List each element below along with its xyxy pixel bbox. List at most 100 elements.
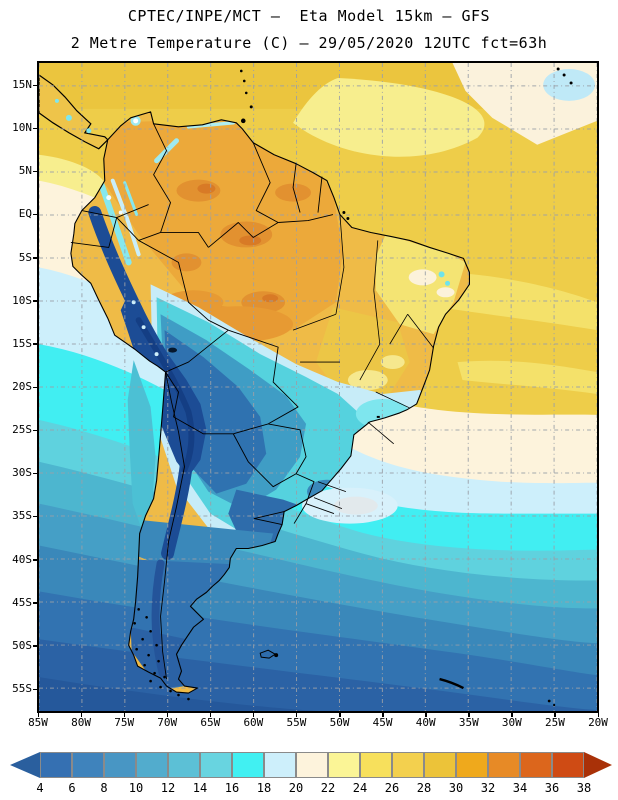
coastlines-and-borders — [70, 111, 471, 694]
colorbar-segment — [40, 752, 72, 778]
lon-tick — [511, 712, 513, 717]
lat-label: 10N — [12, 121, 32, 135]
lat-tick — [33, 257, 38, 259]
lon-tick — [425, 712, 427, 717]
colorbar-right-arrow — [584, 752, 612, 778]
colorbar-tick-label: 18 — [256, 781, 272, 795]
lon-tick — [597, 712, 599, 717]
lat-tick — [33, 84, 38, 86]
lat-label: 50S — [12, 638, 32, 652]
lon-label: 85W — [28, 716, 48, 729]
colorbar-segment — [264, 752, 296, 778]
lon-label: 35W — [458, 716, 479, 729]
lon-label: 50W — [329, 716, 350, 729]
map-title: CPTEC/INPE/MCT – Eta Model 15km – GFS — [127, 7, 491, 25]
lat-label: 45S — [12, 595, 32, 609]
colorbar-tick-label: 12 — [160, 781, 176, 795]
colorbar-tick-label: 26 — [384, 781, 400, 795]
lat-label: 55S — [12, 682, 32, 695]
lat-label: 30S — [12, 466, 32, 480]
map-frame — [37, 61, 599, 713]
lat-tick — [33, 688, 38, 690]
lon-label: 20W — [588, 716, 608, 729]
lon-tick — [123, 712, 126, 717]
colorbar-segment — [168, 752, 200, 778]
lon-tick — [209, 712, 212, 717]
lon-label: 30W — [501, 716, 522, 729]
lat-label: 35S — [12, 509, 32, 523]
lon-label: 55W — [286, 716, 307, 729]
colorbar-tick-label: 4 — [36, 781, 44, 795]
lat-tick — [33, 386, 38, 388]
lon-label: 40W — [415, 716, 436, 729]
colorbar-tick-label: 24 — [352, 781, 368, 795]
lat-label: 15S — [12, 336, 32, 350]
lat-tick — [33, 472, 38, 475]
lon-tick — [166, 712, 169, 717]
lake-titicaca — [168, 347, 178, 353]
map-subtitle: 2 Metre Temperature (C) – 29/05/2020 12U… — [70, 34, 548, 52]
colorbar-segment — [232, 752, 264, 778]
colorbar-tick-label: 14 — [192, 781, 208, 795]
lat-tick — [33, 645, 38, 647]
islands — [133, 67, 573, 707]
colorbar-segment — [392, 752, 424, 778]
lon-label: 45W — [372, 716, 393, 729]
colorbar-tick-label: 8 — [100, 781, 108, 795]
south-america-temperature-map — [39, 63, 597, 711]
colorbar-segment — [552, 752, 584, 778]
colorbar-segment — [424, 752, 456, 778]
colorbar-segment — [456, 752, 488, 778]
colorbar-tick-label: 38 — [576, 781, 592, 795]
lon-label: 80W — [71, 716, 91, 729]
colorbar-tick-label: 36 — [544, 781, 560, 795]
colorbar-segment — [72, 752, 104, 778]
lon-tick — [468, 712, 470, 717]
colorbar-left-arrow — [10, 752, 40, 778]
colorbar-tick-label: 30 — [448, 781, 464, 795]
colorbar-tick-label: 20 — [288, 781, 304, 795]
lat-lon-gridlines — [39, 63, 597, 711]
colorbar-segment — [104, 752, 136, 778]
colorbar-tick-label: 6 — [68, 781, 76, 795]
lon-tick — [382, 712, 384, 717]
colorbar-segment — [328, 752, 360, 778]
lat-label: 20S — [12, 380, 32, 393]
colorbar-segment — [488, 752, 520, 778]
lat-label: 5S — [18, 250, 32, 264]
colorbar-tick-label: 16 — [224, 781, 240, 795]
lon-label: 75W — [114, 716, 135, 729]
colorbar-tick-label: 32 — [480, 781, 496, 795]
lat-label: 40S — [12, 552, 32, 566]
lat-tick — [33, 213, 38, 216]
lat-label: EQ — [18, 207, 32, 221]
colorbar-segment — [520, 752, 552, 778]
lon-tick — [252, 712, 255, 717]
lon-tick — [295, 712, 298, 717]
colorbar-tick-label: 10 — [128, 781, 144, 795]
lon-label: 65W — [200, 716, 221, 729]
lat-tick — [33, 515, 38, 518]
lat-label: 15N — [12, 78, 32, 91]
lat-tick — [33, 300, 38, 302]
lon-label: 60W — [243, 716, 264, 729]
colorbar-segment — [200, 752, 232, 778]
colorbar-segment — [296, 752, 328, 778]
lon-label: 25W — [544, 716, 565, 729]
lat-label: 5N — [18, 164, 32, 178]
lat-tick — [33, 429, 38, 432]
colorbar-tick-label: 34 — [512, 781, 528, 795]
lat-tick — [33, 170, 38, 173]
lat-tick — [33, 559, 38, 561]
lat-tick — [33, 127, 38, 130]
central-america-land — [39, 74, 109, 150]
lat-tick — [33, 602, 38, 604]
colorbar-segment — [360, 752, 392, 778]
colorbar-tick-label: 22 — [320, 781, 336, 795]
lon-tick — [37, 712, 39, 717]
lat-tick — [33, 343, 38, 345]
colorbar-tick-label: 28 — [416, 781, 432, 795]
lon-label: 70W — [157, 716, 178, 729]
colorbar-segment — [136, 752, 168, 778]
